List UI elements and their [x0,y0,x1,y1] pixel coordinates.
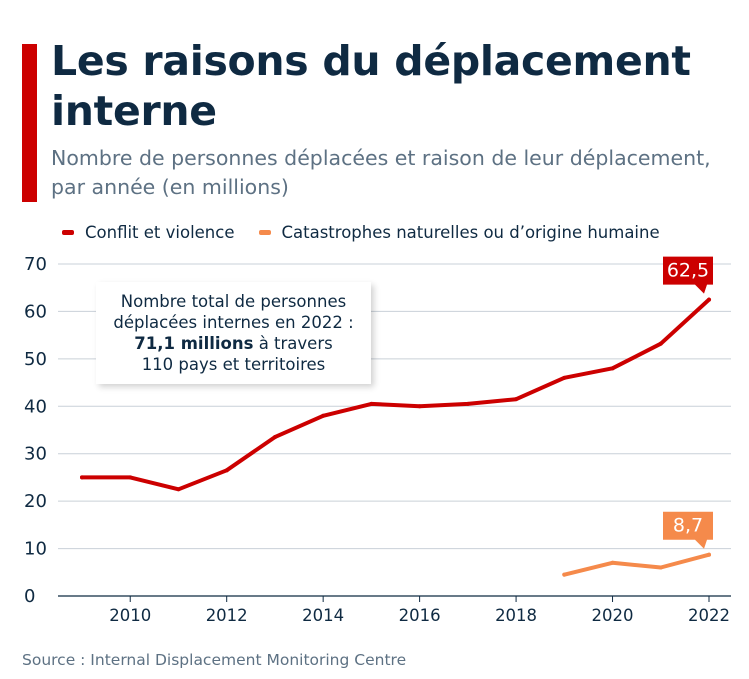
x-tick-label: 2018 [495,606,537,625]
x-tick-label: 2014 [302,606,344,625]
chart-title: Les raisons du déplacement interne [51,37,691,135]
data-point [707,297,711,302]
data-point [417,404,422,409]
end-label-1: 8,7 [673,515,703,537]
legend-swatch-disaster [258,229,271,235]
data-point [658,341,663,346]
legend-swatch-conflict [62,229,74,235]
x-tick-label: 2020 [592,606,634,625]
data-point [224,468,229,473]
y-tick-label: 30 [24,444,47,465]
end-label-bubble-1 [663,511,713,549]
y-tick-label: 40 [24,396,47,417]
end-label-bubble-0 [663,256,713,294]
series-line-1 [562,552,711,577]
data-point [369,401,374,406]
total-callout: Nombre total de personnes déplacées inte… [96,282,371,384]
data-point [465,401,470,406]
data-point [514,397,519,402]
legend-label-conflict: Conflit et violence [85,222,235,242]
source-note: Source : Internal Displacement Monitorin… [22,651,407,669]
series-line-0 [80,297,711,492]
callout-line-1: Nombre total de personnes [120,292,347,311]
callout-line-2: déplacées internes en 2022 : [113,313,354,332]
x-tick-label: 2010 [109,606,151,625]
y-tick-label: 50 [24,349,47,370]
data-point [610,366,615,371]
data-point [80,475,84,480]
data-point [562,375,567,380]
y-tick-label: 20 [24,491,47,512]
data-point [562,572,567,577]
end-label-0: 62,5 [667,260,709,282]
legend: Conflit et violence Catastrophes naturel… [62,220,684,244]
data-point [128,475,133,480]
y-tick-label: 10 [24,539,47,560]
data-point [176,487,181,492]
data-point [658,565,663,570]
legend-label-disaster: Catastrophes naturelles ou d’origine hum… [281,222,660,242]
y-tick-label: 70 [24,254,47,275]
legend-item-disaster: Catastrophes naturelles ou d’origine hum… [258,222,660,242]
callout-line-3-rest: à travers [253,334,333,353]
callout-highlight: 71,1 millions [134,334,254,353]
x-tick-label: 2012 [206,606,248,625]
data-point [272,435,277,440]
y-tick-label: 60 [24,301,47,322]
title-accent-bar [22,44,37,202]
x-tick-label: 2022 [688,606,730,625]
callout-line-3: 71,1 millions à travers [96,333,371,354]
data-point [321,413,326,418]
y-tick-label: 0 [24,586,35,607]
data-point [610,560,615,565]
data-point [707,552,711,557]
callout-line-4: 110 pays et territoires [141,355,326,374]
x-tick-label: 2016 [399,606,441,625]
legend-item-conflict: Conflit et violence [62,223,235,242]
chart-subtitle: Nombre de personnes déplacées et raison … [51,146,711,199]
